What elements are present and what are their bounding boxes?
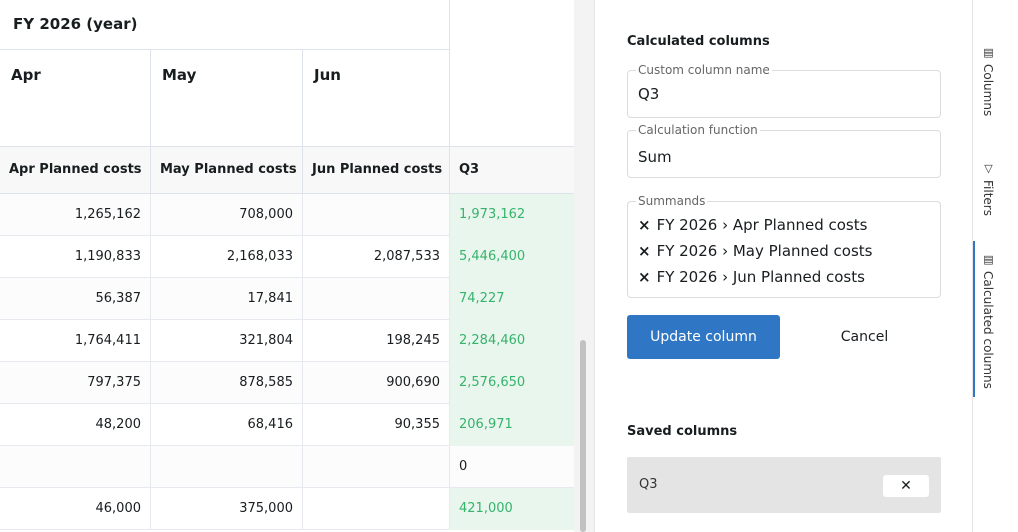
tab-columns[interactable]: ▤ Columns bbox=[973, 44, 1018, 124]
panel-title: Calculated columns bbox=[627, 34, 770, 49]
update-column-button[interactable]: Update column bbox=[627, 315, 780, 359]
summands-multiselect[interactable]: Summands × FY 2026 › Apr Planned costs × F… bbox=[627, 194, 941, 298]
table-cell[interactable] bbox=[151, 446, 303, 488]
column-header-jun-planned-costs[interactable]: Jun Planned costs bbox=[303, 147, 450, 194]
scrollbar-thumb[interactable] bbox=[580, 340, 586, 532]
saved-columns-title: Saved columns bbox=[627, 424, 738, 439]
table-row[interactable]: 1,265,162 708,000 1,973,162 bbox=[0, 194, 574, 236]
table-cell[interactable]: 48,200 bbox=[0, 404, 151, 446]
saved-column-item[interactable]: Q3 ✕ bbox=[627, 457, 941, 513]
close-icon[interactable]: ✕ bbox=[883, 475, 929, 497]
table-cell[interactable]: 90,355 bbox=[303, 404, 450, 446]
field-label: Calculation function bbox=[636, 123, 760, 137]
table-cell[interactable]: 1,265,162 bbox=[0, 194, 151, 236]
table-cell[interactable]: 708,000 bbox=[151, 194, 303, 236]
q3-cell[interactable]: 1,973,162 bbox=[450, 194, 574, 236]
table-cell[interactable]: 2,168,033 bbox=[151, 236, 303, 278]
column-header-may-planned-costs[interactable]: May Planned costs bbox=[151, 147, 303, 194]
field-value[interactable]: Sum bbox=[638, 148, 672, 166]
summand-label: FY 2026 › Jun Planned costs bbox=[656, 268, 865, 286]
tool-panel-tabs: ▤ Columns ▽ Filters ▤ Calculated columns bbox=[972, 0, 1018, 532]
custom-column-name-field[interactable]: Custom column name Q3 bbox=[627, 63, 941, 118]
table-cell[interactable]: 56,387 bbox=[0, 278, 151, 320]
q3-cell[interactable]: 5,446,400 bbox=[450, 236, 574, 278]
table-cell[interactable]: 68,416 bbox=[151, 404, 303, 446]
summand-chip: × FY 2026 › Apr Planned costs bbox=[638, 216, 867, 234]
q3-cell[interactable]: 0 bbox=[459, 459, 468, 474]
q3-cell[interactable]: 421,000 bbox=[450, 488, 574, 530]
table-cell[interactable]: 375,000 bbox=[151, 488, 303, 530]
cancel-button[interactable]: Cancel bbox=[788, 315, 941, 359]
q3-cell[interactable]: 2,576,650 bbox=[450, 362, 574, 404]
table-cell[interactable] bbox=[303, 446, 450, 488]
table-cell[interactable]: 1,764,411 bbox=[0, 320, 151, 362]
columns-icon: ▤ bbox=[982, 46, 995, 59]
table-cell[interactable]: 1,190,833 bbox=[0, 236, 151, 278]
summand-chip: × FY 2026 › May Planned costs bbox=[638, 242, 873, 260]
table-row[interactable]: 56,387 17,841 74,227 bbox=[0, 278, 574, 320]
table-row[interactable]: 1,190,833 2,168,033 2,087,533 5,446,400 bbox=[0, 236, 574, 278]
field-value[interactable]: Q3 bbox=[638, 85, 660, 103]
month-header-may[interactable]: May bbox=[151, 50, 303, 146]
table-row[interactable]: 0 bbox=[0, 446, 574, 488]
month-header-apr[interactable]: Apr bbox=[0, 50, 151, 146]
summand-label: FY 2026 › May Planned costs bbox=[656, 242, 873, 260]
grid-body: 1,265,162 708,000 1,973,162 1,190,833 2,168,… bbox=[0, 194, 574, 530]
table-cell[interactable]: 878,585 bbox=[151, 362, 303, 404]
month-header-jun[interactable]: Jun bbox=[303, 50, 450, 146]
tab-label: Calculated columns bbox=[981, 271, 995, 389]
q3-cell[interactable]: 206,971 bbox=[450, 404, 574, 446]
table-cell[interactable]: 2,087,533 bbox=[303, 236, 450, 278]
data-grid: FY 2026 (year) Apr May Jun Apr Planned c… bbox=[0, 0, 594, 532]
month-header-label: Jun bbox=[314, 66, 341, 84]
table-cell[interactable]: 900,690 bbox=[303, 362, 450, 404]
summand-label: FY 2026 › Apr Planned costs bbox=[656, 216, 868, 234]
header-spacer bbox=[450, 0, 574, 146]
tab-filters[interactable]: ▽ Filters bbox=[973, 160, 1018, 226]
month-header-label: May bbox=[162, 66, 197, 84]
vertical-scrollbar[interactable] bbox=[574, 0, 594, 532]
calculated-columns-panel: Calculated columns Custom column name Q3… bbox=[594, 0, 972, 532]
tab-calculated-columns[interactable]: ▤ Calculated columns bbox=[973, 241, 1018, 397]
tab-label: Filters bbox=[981, 180, 995, 216]
table-cell[interactable]: 17,841 bbox=[151, 278, 303, 320]
table-cell[interactable]: 321,804 bbox=[151, 320, 303, 362]
month-header-label: Apr bbox=[11, 66, 41, 84]
table-row[interactable]: 48,200 68,416 90,355 206,971 bbox=[0, 404, 574, 446]
column-header-apr-planned-costs[interactable]: Apr Planned costs bbox=[0, 147, 151, 194]
filter-icon: ▽ bbox=[982, 162, 995, 175]
table-cell[interactable] bbox=[303, 278, 450, 320]
column-header-q3[interactable]: Q3 bbox=[459, 162, 480, 177]
summand-chip: × FY 2026 › Jun Planned costs bbox=[638, 268, 865, 286]
field-label: Summands bbox=[636, 194, 708, 208]
tab-label: Columns bbox=[981, 64, 995, 117]
field-label: Custom column name bbox=[636, 63, 772, 77]
remove-icon[interactable]: × bbox=[638, 242, 651, 260]
q3-cell[interactable]: 2,284,460 bbox=[450, 320, 574, 362]
table-row[interactable]: 46,000 375,000 421,000 bbox=[0, 488, 574, 530]
calculation-function-select[interactable]: Calculation function Sum bbox=[627, 123, 941, 178]
table-cell[interactable]: 797,375 bbox=[0, 362, 151, 404]
group-header-label: FY 2026 (year) bbox=[13, 15, 138, 33]
calculator-icon: ▤ bbox=[982, 253, 995, 266]
remove-icon[interactable]: × bbox=[638, 216, 651, 234]
remove-icon[interactable]: × bbox=[638, 268, 651, 286]
table-row[interactable]: 797,375 878,585 900,690 2,576,650 bbox=[0, 362, 574, 404]
table-cell[interactable] bbox=[303, 488, 450, 530]
saved-column-name: Q3 bbox=[639, 477, 658, 492]
group-header-fy2026[interactable]: FY 2026 (year) bbox=[0, 0, 450, 50]
q3-cell[interactable]: 74,227 bbox=[450, 278, 574, 320]
table-cell[interactable] bbox=[0, 446, 151, 488]
table-row[interactable]: 1,764,411 321,804 198,245 2,284,460 bbox=[0, 320, 574, 362]
table-cell[interactable]: 198,245 bbox=[303, 320, 450, 362]
column-header-row: Apr Planned costs May Planned costs Jun … bbox=[0, 146, 574, 194]
table-cell[interactable] bbox=[303, 194, 450, 236]
table-cell[interactable]: 46,000 bbox=[0, 488, 151, 530]
